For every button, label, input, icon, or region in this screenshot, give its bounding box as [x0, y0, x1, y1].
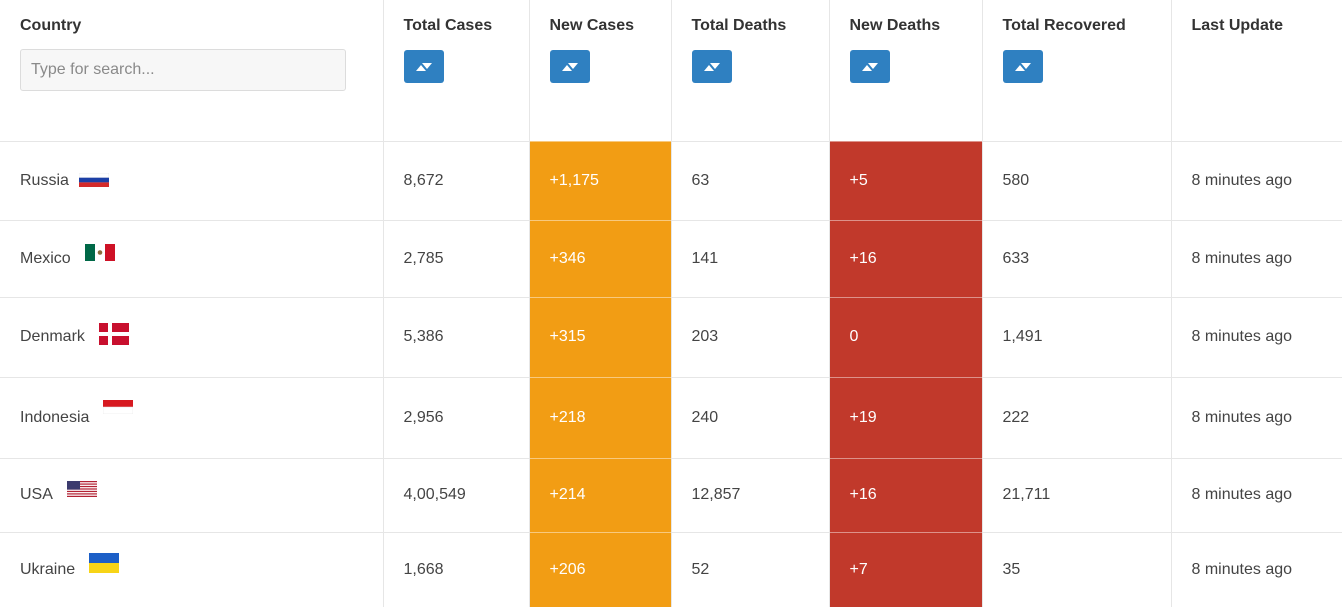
total-cases-cell: 2,956: [382, 376, 529, 458]
total-recovered-cell: 222: [981, 376, 1171, 458]
column-total-deaths-label: Total Deaths: [691, 17, 787, 34]
total-recovered-cell: 580: [981, 140, 1171, 220]
new-cases-cell: +218: [528, 376, 671, 458]
new-cases-cell: +315: [528, 296, 671, 377]
search-input[interactable]: [20, 49, 346, 91]
country-cell: Mexico: [0, 219, 383, 297]
column-total-cases: Total Cases: [382, 0, 529, 141]
column-country: Country: [0, 0, 383, 141]
country-name: Russia: [20, 171, 69, 189]
table-row: Ukraine 1,668 +206 52 +7 35 8 minutes ag…: [0, 531, 1342, 607]
sort-new-deaths-button[interactable]: [849, 50, 890, 83]
last-update-cell: 8 minutes ago: [1170, 296, 1342, 377]
new-deaths-cell: +7: [828, 531, 982, 607]
last-update-cell: 8 minutes ago: [1170, 531, 1342, 607]
table-row: Indonesia 2,956 +218 240 +19 222 8 minut…: [0, 376, 1342, 458]
total-recovered-cell: 633: [981, 219, 1171, 297]
new-deaths-cell: 0: [828, 296, 982, 377]
table-row: Russia 8,672 +1,175 63 +5 580 8 minutes …: [0, 140, 1342, 220]
total-recovered-cell: 1,491: [981, 296, 1171, 377]
column-total-cases-label: Total Cases: [403, 17, 493, 34]
denmark-flag-icon: [98, 322, 129, 350]
last-update-cell: 8 minutes ago: [1170, 376, 1342, 458]
russia-flag-icon: [78, 172, 110, 192]
mexico-flag-icon: [84, 243, 115, 266]
table-body: Russia 8,672 +1,175 63 +5 580 8 minutes …: [0, 140, 1342, 607]
total-deaths-cell: 141: [670, 219, 829, 297]
column-total-deaths: Total Deaths: [670, 0, 829, 141]
new-cases-cell: +214: [528, 457, 671, 532]
indonesia-flag-icon: [103, 400, 134, 419]
column-new-deaths-label: New Deaths: [849, 17, 941, 34]
ukraine-flag-icon: [89, 553, 120, 578]
country-cell: Indonesia: [0, 376, 383, 458]
total-cases-cell: 5,386: [382, 296, 529, 377]
total-recovered-cell: 35: [981, 531, 1171, 607]
total-cases-cell: 1,668: [382, 531, 529, 607]
country-cell: USA: [0, 457, 383, 532]
usa-flag-icon: [66, 480, 97, 502]
column-total-recovered-label: Total Recovered: [1002, 17, 1126, 34]
sort-total-deaths-button[interactable]: [691, 50, 732, 83]
sort-total-cases-button[interactable]: [403, 50, 444, 83]
total-deaths-cell: 12,857: [670, 457, 829, 532]
sort-toggle-icon: [561, 62, 578, 71]
total-deaths-cell: 203: [670, 296, 829, 377]
new-deaths-cell: +16: [828, 219, 982, 297]
last-update-cell: 8 minutes ago: [1170, 140, 1342, 220]
column-new-deaths: New Deaths: [828, 0, 982, 141]
column-new-cases: New Cases: [528, 0, 671, 141]
table-row: USA: [0, 457, 1342, 532]
sort-toggle-icon: [1014, 62, 1031, 71]
new-deaths-cell: +19: [828, 376, 982, 458]
new-cases-cell: +346: [528, 219, 671, 297]
total-cases-cell: 8,672: [382, 140, 529, 220]
total-deaths-cell: 240: [670, 376, 829, 458]
new-deaths-cell: +16: [828, 457, 982, 532]
column-last-update: Last Update: [1170, 0, 1342, 141]
total-recovered-cell: 21,711: [981, 457, 1171, 532]
last-update-cell: 8 minutes ago: [1170, 219, 1342, 297]
country-name: Indonesia: [20, 408, 90, 426]
country-name: Ukraine: [20, 560, 76, 578]
country-cell: Denmark: [0, 296, 383, 377]
country-cell: Russia: [0, 140, 383, 220]
sort-toggle-icon: [703, 62, 720, 71]
column-country-label: Country: [20, 17, 82, 34]
column-new-cases-label: New Cases: [549, 17, 635, 34]
last-update-cell: 8 minutes ago: [1170, 457, 1342, 532]
new-cases-cell: +206: [528, 531, 671, 607]
total-deaths-cell: 63: [670, 140, 829, 220]
new-deaths-cell: +5: [828, 140, 982, 220]
total-cases-cell: 2,785: [382, 219, 529, 297]
sort-total-recovered-button[interactable]: [1002, 50, 1043, 83]
new-cases-cell: +1,175: [528, 140, 671, 220]
sort-toggle-icon: [415, 62, 432, 71]
total-deaths-cell: 52: [670, 531, 829, 607]
country-name: USA: [20, 486, 53, 503]
table-row: Denmark 5,386 +315 203 0 1,491 8 minutes…: [0, 296, 1342, 377]
table-row: Mexico 2,785 +346 141 +16 633 8 minutes …: [0, 219, 1342, 297]
sort-new-cases-button[interactable]: [549, 50, 590, 83]
total-cases-cell: 4,00,549: [382, 457, 529, 532]
country-name: Denmark: [20, 328, 85, 345]
column-total-recovered: Total Recovered: [981, 0, 1171, 141]
table-header: Country Total Cases New Cases Total Deat…: [0, 0, 1342, 141]
column-last-update-label: Last Update: [1191, 17, 1284, 34]
country-name: Mexico: [20, 249, 71, 267]
sort-toggle-icon: [861, 62, 878, 71]
country-cell: Ukraine: [0, 531, 383, 607]
